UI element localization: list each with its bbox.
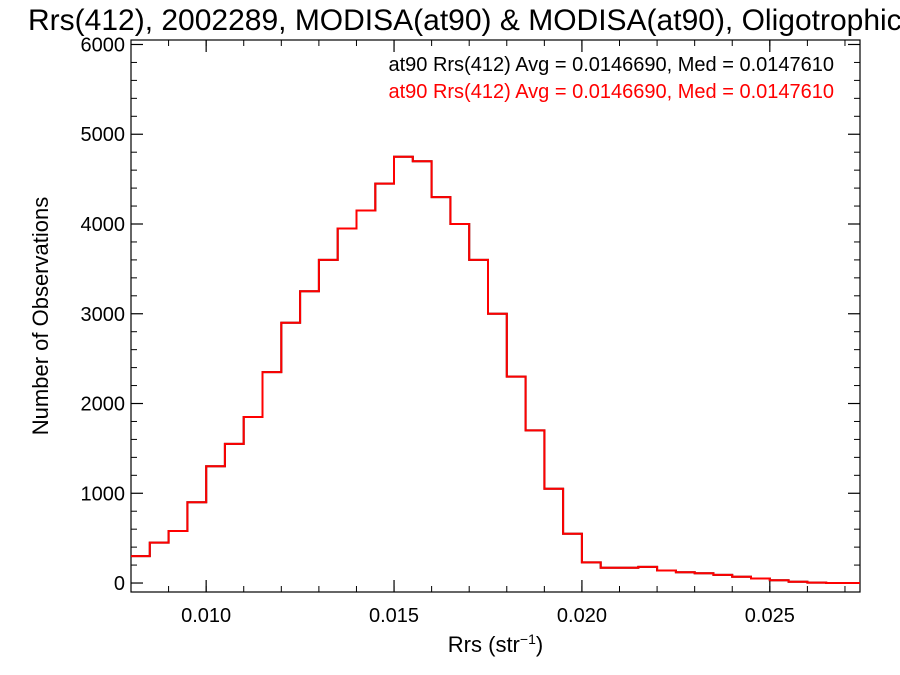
y-tick-label: 6000 bbox=[81, 34, 126, 56]
series-layer bbox=[131, 155, 860, 584]
x-tick-label: 0.025 bbox=[745, 605, 795, 627]
y-tick-label: 5000 bbox=[81, 124, 126, 146]
x-axis-label-main: Rrs (str bbox=[448, 632, 520, 657]
y-tick-label: 3000 bbox=[81, 304, 126, 326]
plot-frame bbox=[130, 39, 861, 593]
x-tick-label: 0.020 bbox=[557, 605, 607, 627]
x-tick-label: 0.015 bbox=[369, 605, 419, 627]
x-tick-label: 0.010 bbox=[181, 605, 231, 627]
y-tick-label: 0 bbox=[114, 573, 125, 595]
x-axis-label-close: ) bbox=[536, 632, 543, 657]
y-axis-label: Number of Observations bbox=[28, 197, 53, 435]
x-axis-ticks: 0.010 0.015 0.020 0.025 bbox=[130, 40, 846, 627]
y-tick-label: 2000 bbox=[81, 394, 126, 416]
annotations: at90 Rrs(412) Avg = 0.0146690, Med = 0.0… bbox=[388, 54, 834, 103]
annotation-2: at90 Rrs(412) Avg = 0.0146690, Med = 0.0… bbox=[388, 81, 834, 103]
series-line-1 bbox=[131, 155, 860, 584]
y-axis-ticks: 0 1000 2000 3000 4000 5000 6000 bbox=[81, 34, 860, 595]
x-axis-label-superscript: −1 bbox=[520, 631, 536, 647]
y-tick-label: 4000 bbox=[81, 214, 126, 236]
series-line-2 bbox=[131, 155, 860, 584]
chart-title: Rrs(412), 2002289, MODISA(at90) & MODISA… bbox=[28, 4, 900, 37]
y-tick-label: 1000 bbox=[81, 483, 126, 505]
x-axis-label: Rrs (str−1) bbox=[448, 631, 543, 657]
annotation-1: at90 Rrs(412) Avg = 0.0146690, Med = 0.0… bbox=[388, 54, 834, 76]
